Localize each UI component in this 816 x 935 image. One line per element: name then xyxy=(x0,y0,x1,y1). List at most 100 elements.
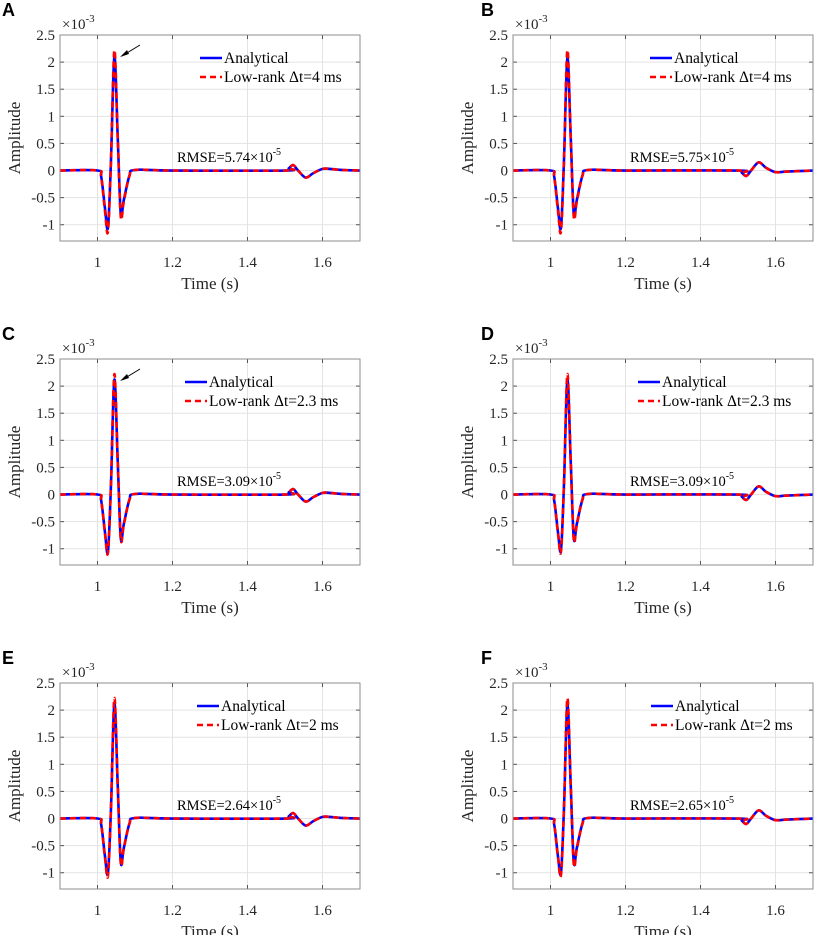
panel-d: D 1 1.2 1.4 1.6 -1 -0.5 0 0.5 1 1.5 2 2.5 ×10-3 Analyt… xyxy=(458,324,814,617)
x-tick-label: 1 xyxy=(547,579,555,595)
rmse-exponent: -5 xyxy=(273,795,281,806)
y-tick-label: 1.5 xyxy=(489,730,508,746)
y-tick-label: 2.5 xyxy=(36,676,55,692)
series-low-rank-line xyxy=(60,372,360,556)
panel-label: D xyxy=(481,324,494,344)
panel-f: F 1 1.2 1.4 1.6 -1 -0.5 0 0.5 1 1.5 2 2.5 ×10-3 Analyt… xyxy=(458,648,814,935)
y-tick-label: -1 xyxy=(43,542,56,558)
x-tick-label: 1.2 xyxy=(616,255,635,271)
series-low-rank-line xyxy=(60,48,360,235)
y-tick-label: 2.5 xyxy=(489,28,508,44)
rmse-value: RMSE=3.09×10 xyxy=(630,474,726,490)
y-tick-label: 1.5 xyxy=(489,406,508,422)
x-tick-label: 1.2 xyxy=(163,579,182,595)
panel-label: A xyxy=(2,0,15,20)
y-tick-label: 2.5 xyxy=(36,352,55,368)
y-multiplier: ×10-3 xyxy=(515,13,548,33)
x-tick-label: 1.2 xyxy=(163,903,182,919)
y-tick-label: -0.5 xyxy=(484,515,508,531)
axes-box xyxy=(512,34,814,242)
y-tick-label: 2.5 xyxy=(36,28,55,44)
panel-a: A 1 1.2 1.4 1.6 -1 -0.5 0 0.5 1 1.5 2 2.5 ×10-3 Analyt… xyxy=(2,0,361,293)
x-tick-label: 1.4 xyxy=(691,579,710,595)
rmse-exponent: -5 xyxy=(726,795,734,806)
rmse-annotation: RMSE=2.65×10-5 xyxy=(630,795,734,814)
y-multiplier-exponent: -3 xyxy=(85,13,95,25)
legend-label: Analytical xyxy=(224,50,289,67)
rmse-annotation: RMSE=3.09×10-5 xyxy=(630,471,734,490)
x-tick-label: 1.2 xyxy=(616,579,635,595)
y-tick-label: 2 xyxy=(48,55,56,71)
rmse-value: RMSE=3.09×10 xyxy=(177,474,273,490)
axes-box xyxy=(59,682,361,890)
y-tick-label: 0.5 xyxy=(489,784,508,800)
rmse-value: RMSE=2.64×10 xyxy=(177,798,273,814)
y-tick-label: -0.5 xyxy=(484,191,508,207)
y-multiplier-exponent: -3 xyxy=(538,661,548,673)
panel-label: B xyxy=(481,0,494,20)
x-tick-label: 1.6 xyxy=(766,903,785,919)
y-tick-label: -1 xyxy=(496,866,509,882)
x-tick-label: 1.6 xyxy=(313,255,332,271)
y-tick-label: -1 xyxy=(43,866,56,882)
axes-box xyxy=(512,682,814,890)
legend-label: Low-rank Δt=4 ms xyxy=(674,69,792,86)
legend-label: Low-rank Δt=2.3 ms xyxy=(662,393,791,410)
rmse-annotation: RMSE=2.64×10-5 xyxy=(177,795,281,814)
rmse-annotation: RMSE=5.75×10-5 xyxy=(630,147,734,166)
legend-label: Analytical xyxy=(674,50,739,67)
y-multiplier: ×10-3 xyxy=(62,337,95,357)
y-tick-label: 2.5 xyxy=(489,676,508,692)
y-tick-label: 0 xyxy=(501,812,509,828)
y-tick-label: 1.5 xyxy=(489,82,508,98)
y-multiplier-base: ×10 xyxy=(515,341,538,357)
x-axis-label: Time (s) xyxy=(634,274,691,293)
x-axis-label: Time (s) xyxy=(634,922,691,935)
legend-label: Low-rank Δt=2.3 ms xyxy=(209,393,338,410)
y-axis-label: Amplitude xyxy=(5,102,24,175)
rmse-exponent: -5 xyxy=(273,147,281,158)
rmse-exponent: -5 xyxy=(273,471,281,482)
x-tick-label: 1.4 xyxy=(238,903,257,919)
x-tick-label: 1.6 xyxy=(313,903,332,919)
y-tick-label: 1.5 xyxy=(36,730,55,746)
y-tick-label: 0 xyxy=(501,164,509,180)
y-multiplier-exponent: -3 xyxy=(85,337,95,349)
y-tick-label: 0.5 xyxy=(36,136,55,152)
legend-label: Analytical xyxy=(675,698,740,715)
x-axis-label: Time (s) xyxy=(181,274,238,293)
y-axis-label: Amplitude xyxy=(5,426,24,499)
panel-label: F xyxy=(481,648,492,668)
y-tick-label: 1 xyxy=(501,433,509,449)
y-tick-label: -0.5 xyxy=(31,191,55,207)
y-tick-label: 2 xyxy=(501,703,509,719)
x-axis-label: Time (s) xyxy=(181,922,238,935)
x-axis-label: Time (s) xyxy=(181,598,238,617)
y-tick-label: -0.5 xyxy=(31,515,55,531)
x-tick-label: 1.6 xyxy=(766,579,785,595)
y-multiplier: ×10-3 xyxy=(62,661,95,681)
y-axis-label: Amplitude xyxy=(458,426,477,499)
y-tick-label: -1 xyxy=(496,542,509,558)
x-axis-label: Time (s) xyxy=(634,598,691,617)
axes-box xyxy=(59,358,361,566)
rmse-value: RMSE=5.74×10 xyxy=(177,150,273,166)
y-tick-label: -1 xyxy=(43,218,56,234)
series-low-rank-line xyxy=(513,372,813,555)
series-low-rank-line xyxy=(513,48,813,235)
y-tick-label: 1 xyxy=(501,757,509,773)
y-tick-label: 0 xyxy=(48,488,56,504)
panel-e: E 1 1.2 1.4 1.6 -1 -0.5 0 0.5 1 1.5 2 2.5 ×10-3 Analyt… xyxy=(2,648,361,935)
y-multiplier-exponent: -3 xyxy=(538,13,548,25)
y-tick-label: 0 xyxy=(48,164,56,180)
x-tick-label: 1.4 xyxy=(238,579,257,595)
legend-label: Analytical xyxy=(209,374,274,391)
axes-box xyxy=(59,34,361,242)
y-multiplier-base: ×10 xyxy=(62,17,85,33)
axes-box xyxy=(512,358,814,566)
y-tick-label: 2 xyxy=(48,703,56,719)
arrow-head-icon xyxy=(120,50,129,57)
rmse-exponent: -5 xyxy=(726,147,734,158)
x-tick-label: 1.4 xyxy=(691,903,710,919)
